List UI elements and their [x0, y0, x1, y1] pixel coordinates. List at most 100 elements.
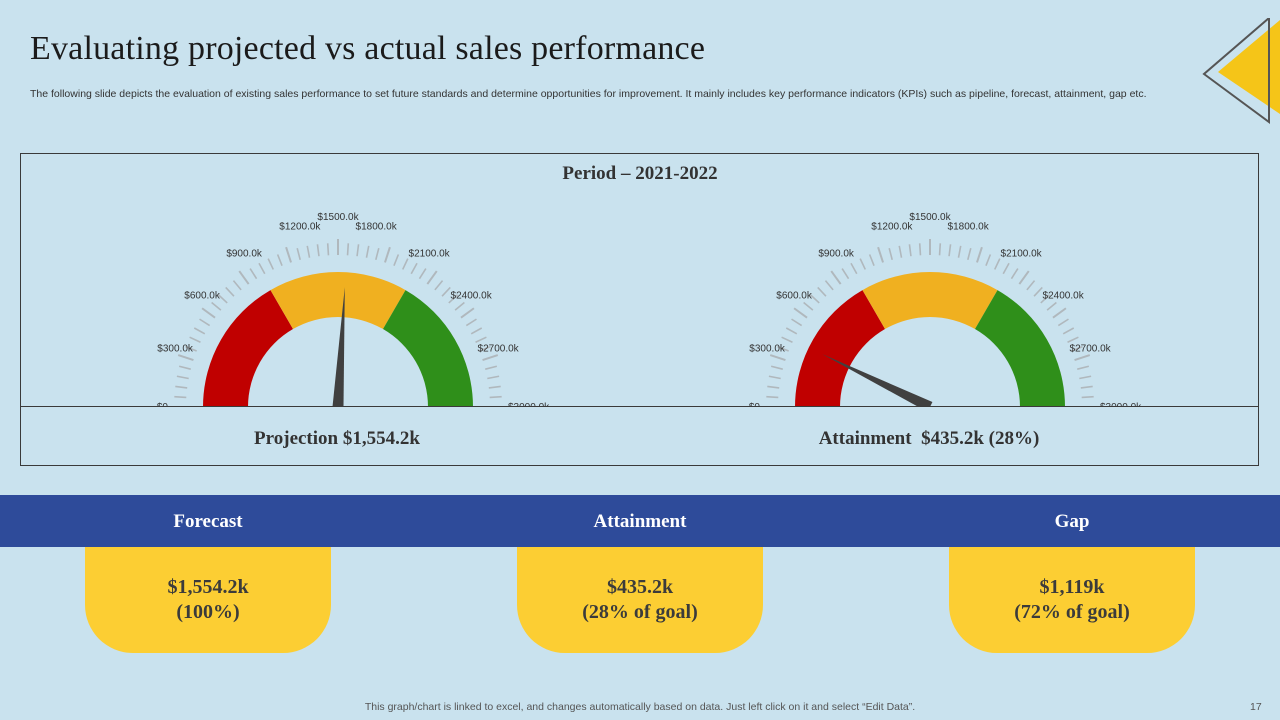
gauge-tick — [225, 286, 235, 297]
gauge-tick — [1052, 307, 1067, 319]
gauge-tick — [770, 365, 783, 370]
gauge-tick — [276, 254, 283, 266]
gauge-tick — [426, 270, 438, 285]
gauge-tick — [175, 385, 188, 389]
gauge-tick — [877, 246, 884, 263]
gauge-tick — [898, 245, 903, 258]
gauge-tick — [850, 262, 858, 275]
gauge-tick — [1067, 336, 1079, 344]
gauge-band-green — [383, 290, 473, 407]
gauge-needle — [332, 287, 345, 407]
gauge-tick — [817, 286, 827, 297]
gauge-tick — [285, 246, 292, 263]
gauge-tick — [769, 354, 786, 361]
gauge-tick — [791, 318, 803, 327]
gauge-tick — [488, 385, 501, 389]
gauge-tick-label: $1200.0k — [279, 221, 321, 232]
page-subtitle: The following slide depicts the evaluati… — [30, 88, 1147, 100]
gap-note: (72% of goal) — [1014, 601, 1130, 623]
attainment-note: (28% of goal) — [582, 601, 698, 623]
gauge-tick — [967, 247, 972, 260]
gauge-tick — [238, 270, 250, 285]
attainment-label: Attainment — [593, 511, 687, 532]
gauge-tick — [1081, 395, 1094, 399]
gauge-tick — [993, 258, 1001, 270]
gauge-tick — [375, 247, 380, 260]
gauge-tick — [185, 345, 197, 352]
gauge-tick — [176, 375, 189, 380]
gauge-tick — [1026, 280, 1036, 291]
gauge-tick-label: $600.0k — [776, 290, 813, 301]
gauge-tick — [1018, 270, 1030, 285]
gauge-tick — [809, 294, 820, 304]
projection-caption: Projection $1,554.2k — [254, 428, 420, 449]
gauge-tick-label: $1200.0k — [871, 221, 913, 232]
gap-label: Gap — [1054, 511, 1090, 532]
gauge-tick — [249, 268, 258, 280]
gauge-tick — [434, 280, 444, 291]
gauge-tick — [201, 307, 216, 319]
gauge-tick — [448, 294, 459, 304]
gauge-needle — [822, 354, 933, 407]
gauge-tick-label: $2400.0k — [1043, 290, 1085, 301]
gauge-tick — [454, 301, 465, 311]
gauge-tick-label: $3000.0k — [508, 402, 550, 407]
gauge-tick — [777, 345, 789, 352]
gauge-tick-label: $300.0k — [749, 343, 786, 354]
gauge-tick — [189, 336, 201, 344]
gauge-tick — [475, 336, 487, 344]
kpi-header-band — [0, 495, 1280, 547]
gauge-tick — [830, 270, 842, 285]
attainment-value: $435.2k — [606, 576, 674, 598]
gauge-tick-label: $1500.0k — [909, 212, 951, 223]
panel-divider — [20, 406, 1259, 407]
gauge-tick — [418, 268, 427, 280]
gauge-tick — [1071, 345, 1083, 352]
gauge-tick-label: $300.0k — [157, 343, 194, 354]
gauge-tick-label: $1500.0k — [317, 212, 359, 223]
gauge-band-red — [203, 290, 293, 407]
gauge-tick — [767, 385, 780, 389]
gauge-tick — [1046, 301, 1057, 311]
gauge-tick — [1080, 385, 1093, 389]
period-title: Period – 2021-2022 — [562, 163, 718, 184]
gauge-tick — [1033, 286, 1043, 297]
gauge-tick — [199, 318, 211, 327]
gauge-tick — [465, 318, 477, 327]
gauge-tick-label: $2700.0k — [1070, 343, 1112, 354]
gauge-tick — [296, 247, 301, 260]
gauge-tick — [485, 365, 498, 370]
page-number: 17 — [1250, 701, 1262, 713]
gauge-tick-label: $900.0k — [818, 248, 855, 259]
footer-note: This graph/chart is linked to excel, and… — [364, 701, 916, 713]
gauge-tick — [178, 365, 191, 370]
forecast-note: (100%) — [176, 601, 240, 623]
gauge-panel — [20, 153, 1259, 466]
gauge-tick — [460, 307, 475, 319]
gauge-tick — [768, 375, 781, 380]
forecast-value: $1,554.2k — [167, 576, 249, 598]
gauge-tick — [1002, 262, 1010, 275]
gauge-tick — [785, 327, 798, 335]
forecast-label: Forecast — [173, 511, 243, 532]
gauge-tick — [441, 286, 451, 297]
gauge-tick — [868, 254, 875, 266]
gauge-tick — [948, 244, 952, 257]
attainment-caption: Attainment $435.2k (28%) — [818, 428, 1040, 449]
gauge-tick — [217, 294, 228, 304]
gauge-tick — [174, 395, 187, 399]
gauge-tick — [888, 247, 893, 260]
gauge-tick — [1057, 318, 1069, 327]
gauge-tick — [365, 245, 370, 258]
gauge-tick — [470, 327, 483, 335]
gauge-tick-label: $2100.0k — [1001, 248, 1043, 259]
gauge-tick — [384, 246, 391, 263]
page-title: Evaluating projected vs actual sales per… — [30, 30, 706, 67]
gauge-tick — [489, 395, 502, 399]
gauge-tick — [211, 301, 222, 311]
gauge-tick — [401, 258, 409, 270]
gauge-tick — [410, 262, 418, 275]
gauge-tick — [781, 336, 793, 344]
gauge-tick-label: $2400.0k — [451, 290, 493, 301]
gauge-band-amber — [270, 272, 406, 330]
